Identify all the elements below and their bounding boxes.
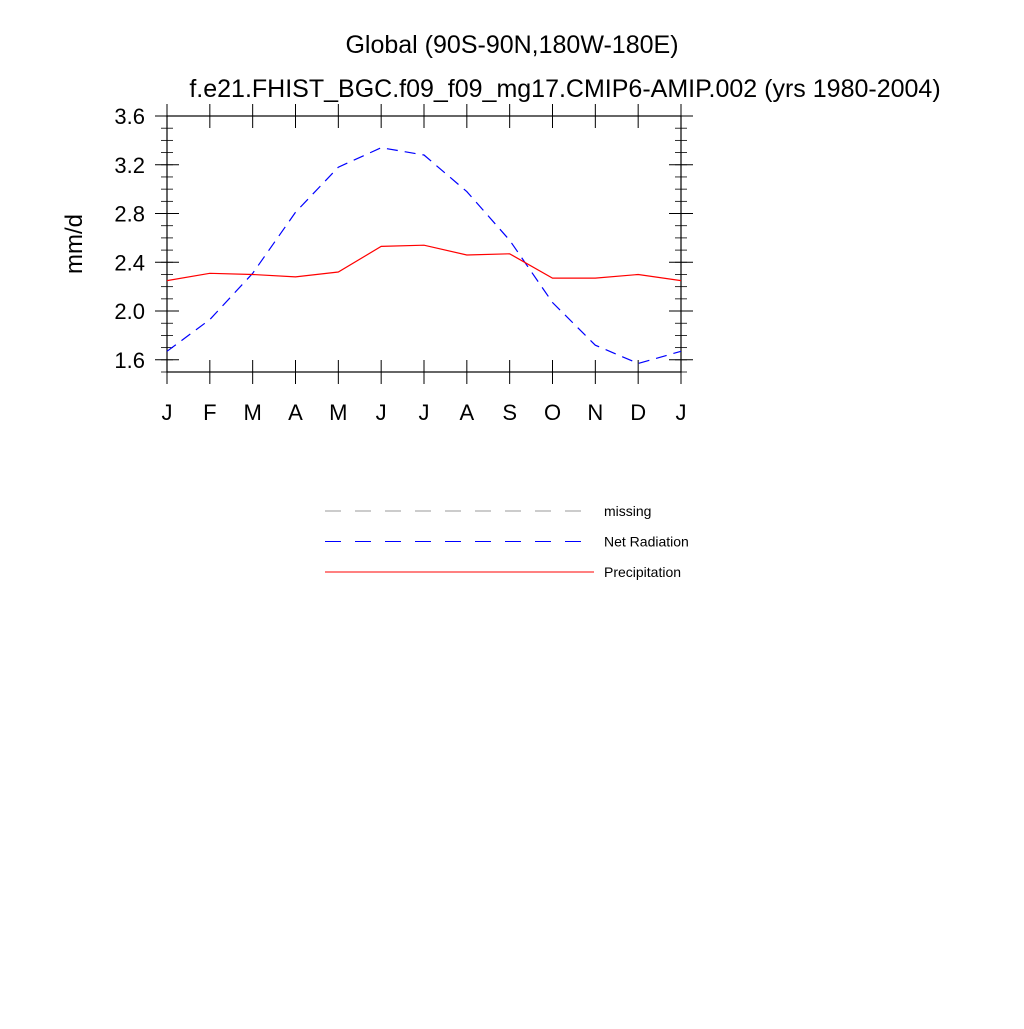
x-tick-label: F bbox=[203, 400, 216, 425]
x-tick-label: M bbox=[329, 400, 347, 425]
x-tick-label: A bbox=[459, 400, 474, 425]
chart-title: Global (90S-90N,180W-180E) bbox=[345, 31, 678, 59]
y-tick-label: 3.2 bbox=[114, 153, 145, 178]
legend-label-missing: missing bbox=[604, 503, 651, 519]
y-axis-label: mm/d bbox=[61, 214, 88, 274]
legend-label-net-radiation: Net Radiation bbox=[604, 534, 689, 550]
y-tick-labels: 1.6 2.0 2.4 2.8 3.2 3.6 bbox=[114, 104, 145, 373]
chart-subtitle: f.e21.FHIST_BGC.f09_f09_mg17.CMIP6-AMIP.… bbox=[189, 75, 940, 103]
y-tick-label: 3.6 bbox=[114, 104, 145, 129]
y-tick-label: 1.6 bbox=[114, 348, 145, 373]
series-line-precipitation bbox=[166, 244, 682, 282]
series-lines bbox=[166, 147, 682, 365]
legend: missing Net Radiation Precipitation bbox=[325, 503, 689, 580]
x-tick-label: J bbox=[676, 400, 687, 425]
x-tick-label: S bbox=[502, 400, 517, 425]
y-tick-label: 2.8 bbox=[114, 202, 145, 227]
series-line-net-radiation bbox=[166, 147, 682, 365]
x-tick-label: N bbox=[587, 400, 603, 425]
x-tick-label: D bbox=[630, 400, 646, 425]
x-tick-label: O bbox=[544, 400, 561, 425]
y-tick-label: 2.4 bbox=[114, 250, 145, 275]
x-tick-label: J bbox=[376, 400, 387, 425]
x-tick-label: M bbox=[244, 400, 262, 425]
legend-label-precipitation: Precipitation bbox=[604, 564, 681, 580]
x-tick-label: J bbox=[162, 400, 173, 425]
axis-ticks bbox=[155, 104, 693, 384]
x-tick-label: J bbox=[419, 400, 430, 425]
x-tick-label: A bbox=[288, 400, 303, 425]
y-tick-label: 2.0 bbox=[114, 299, 145, 324]
